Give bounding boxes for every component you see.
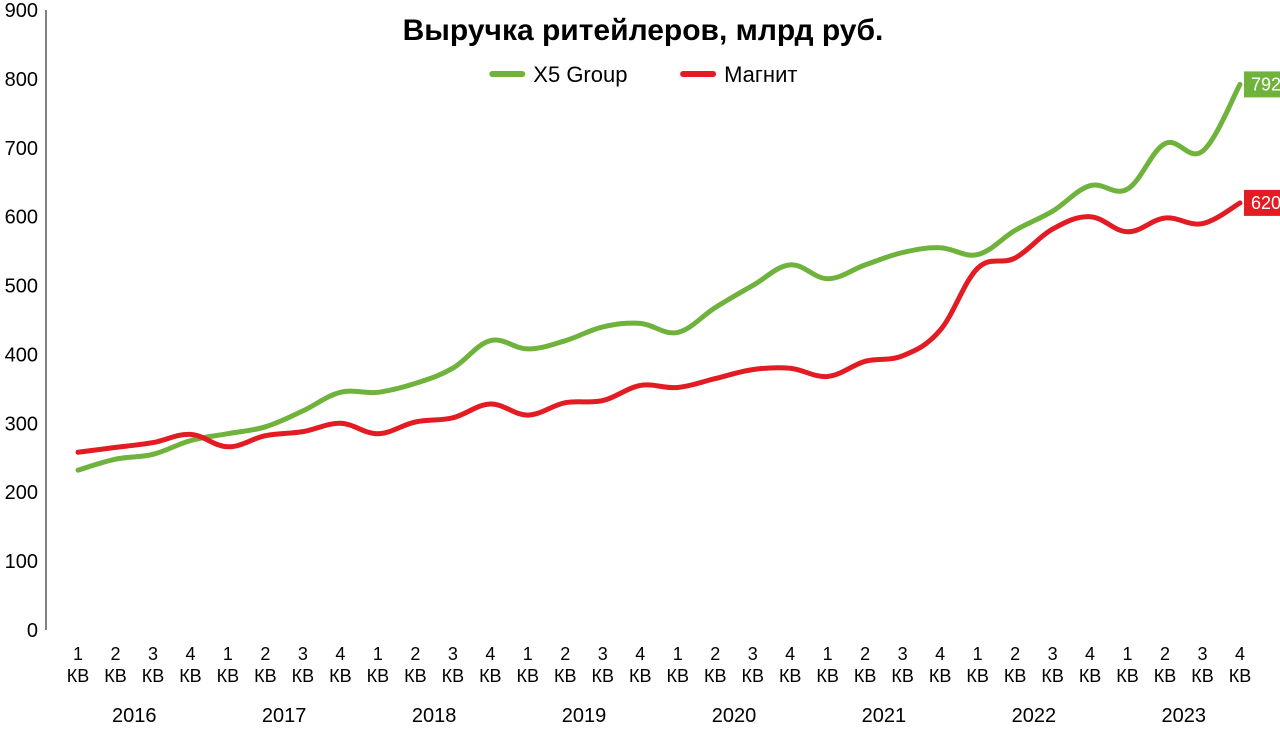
x-tick-quarter: 3: [1198, 644, 1208, 664]
x-year-label: 2016: [112, 705, 157, 727]
x-tick-suffix: КВ: [292, 666, 315, 686]
x-tick-quarter: 2: [410, 644, 420, 664]
x-tick-suffix: КВ: [554, 666, 577, 686]
legend-label: X5 Group: [533, 62, 627, 87]
x-tick-suffix: КВ: [629, 666, 652, 686]
x-tick-quarter: 3: [1048, 644, 1058, 664]
x-tick-suffix: КВ: [404, 666, 427, 686]
x-tick-suffix: КВ: [592, 666, 615, 686]
x-tick-quarter: 1: [373, 644, 383, 664]
x-tick-quarter: 1: [73, 644, 83, 664]
x-tick-suffix: КВ: [854, 666, 877, 686]
x-tick-suffix: КВ: [891, 666, 914, 686]
legend-swatch: [489, 71, 525, 77]
x-tick-suffix: КВ: [329, 666, 352, 686]
y-tick-label: 400: [5, 344, 38, 366]
chart-svg: 0 100 200 300 400 500 600 700 800 900 Выручка рите…: [0, 0, 1280, 755]
y-tick-label: 900: [5, 0, 38, 22]
y-tick-label: 200: [5, 482, 38, 504]
y-tick-label: 500: [5, 276, 38, 298]
x-tick-suffix: КВ: [1079, 666, 1102, 686]
x-tick-quarter: 2: [260, 644, 270, 664]
x-tick-suffix: КВ: [1154, 666, 1177, 686]
x-tick-quarter: 3: [598, 644, 608, 664]
x-tick-quarter: 4: [935, 644, 945, 664]
x-tick-suffix: КВ: [367, 666, 390, 686]
x-tick-suffix: КВ: [966, 666, 989, 686]
x-tick-quarter: 1: [973, 644, 983, 664]
x-tick-quarter: 1: [673, 644, 683, 664]
end-label: 620: [1251, 193, 1280, 213]
x-tick-suffix: КВ: [704, 666, 727, 686]
x-tick-quarter: 4: [485, 644, 495, 664]
x-tick-quarter: 2: [560, 644, 570, 664]
x-tick-suffix: КВ: [1041, 666, 1064, 686]
x-year-label: 2017: [262, 705, 307, 727]
y-tick-label: 700: [5, 138, 38, 160]
x-tick-suffix: КВ: [741, 666, 764, 686]
chart-bg: [0, 0, 1280, 755]
x-tick-suffix: КВ: [517, 666, 540, 686]
x-tick-quarter: 4: [785, 644, 795, 664]
legend-label: Магнит: [724, 62, 797, 87]
x-tick-suffix: КВ: [254, 666, 277, 686]
x-tick-suffix: КВ: [217, 666, 240, 686]
x-tick-quarter: 4: [185, 644, 195, 664]
x-tick-quarter: 1: [823, 644, 833, 664]
x-tick-suffix: КВ: [1191, 666, 1214, 686]
y-tick-label: 300: [5, 413, 38, 435]
x-tick-suffix: КВ: [779, 666, 802, 686]
x-tick-quarter: 1: [523, 644, 533, 664]
y-tick-label: 600: [5, 207, 38, 229]
x-year-label: 2021: [862, 705, 907, 727]
x-tick-quarter: 2: [710, 644, 720, 664]
y-tick-label: 800: [5, 69, 38, 91]
x-tick-suffix: КВ: [1116, 666, 1139, 686]
chart-container: 0 100 200 300 400 500 600 700 800 900 Выручка рите…: [0, 0, 1280, 755]
x-year-label: 2023: [1162, 705, 1207, 727]
x-tick-quarter: 4: [1235, 644, 1245, 664]
x-tick-suffix: КВ: [104, 666, 127, 686]
end-label: 792: [1251, 74, 1280, 94]
x-tick-suffix: КВ: [142, 666, 165, 686]
x-tick-quarter: 3: [748, 644, 758, 664]
x-tick-quarter: 2: [1010, 644, 1020, 664]
x-tick-quarter: 4: [335, 644, 345, 664]
x-year-label: 2018: [412, 705, 457, 727]
x-tick-quarter: 3: [298, 644, 308, 664]
y-tick-label: 0: [27, 620, 38, 642]
x-tick-suffix: КВ: [929, 666, 952, 686]
x-year-label: 2020: [712, 705, 757, 727]
y-tick-label: 100: [5, 551, 38, 573]
x-tick-suffix: КВ: [67, 666, 90, 686]
legend-swatch: [680, 71, 716, 77]
x-tick-suffix: КВ: [1229, 666, 1252, 686]
x-tick-quarter: 3: [148, 644, 158, 664]
x-tick-suffix: КВ: [1004, 666, 1027, 686]
x-tick-suffix: КВ: [179, 666, 202, 686]
x-year-label: 2022: [1012, 705, 1057, 727]
x-tick-suffix: КВ: [666, 666, 689, 686]
x-tick-quarter: 2: [110, 644, 120, 664]
x-tick-quarter: 4: [1085, 644, 1095, 664]
x-year-label: 2019: [562, 705, 607, 727]
x-tick-quarter: 4: [635, 644, 645, 664]
x-tick-suffix: КВ: [479, 666, 502, 686]
x-tick-quarter: 2: [860, 644, 870, 664]
x-tick-quarter: 1: [1123, 644, 1133, 664]
x-tick-quarter: 1: [223, 644, 233, 664]
x-tick-quarter: 2: [1160, 644, 1170, 664]
x-tick-quarter: 3: [898, 644, 908, 664]
x-tick-quarter: 3: [448, 644, 458, 664]
chart-title: Выручка ритейлеров, млрд руб.: [403, 14, 884, 47]
x-tick-suffix: КВ: [816, 666, 839, 686]
x-tick-suffix: КВ: [442, 666, 465, 686]
